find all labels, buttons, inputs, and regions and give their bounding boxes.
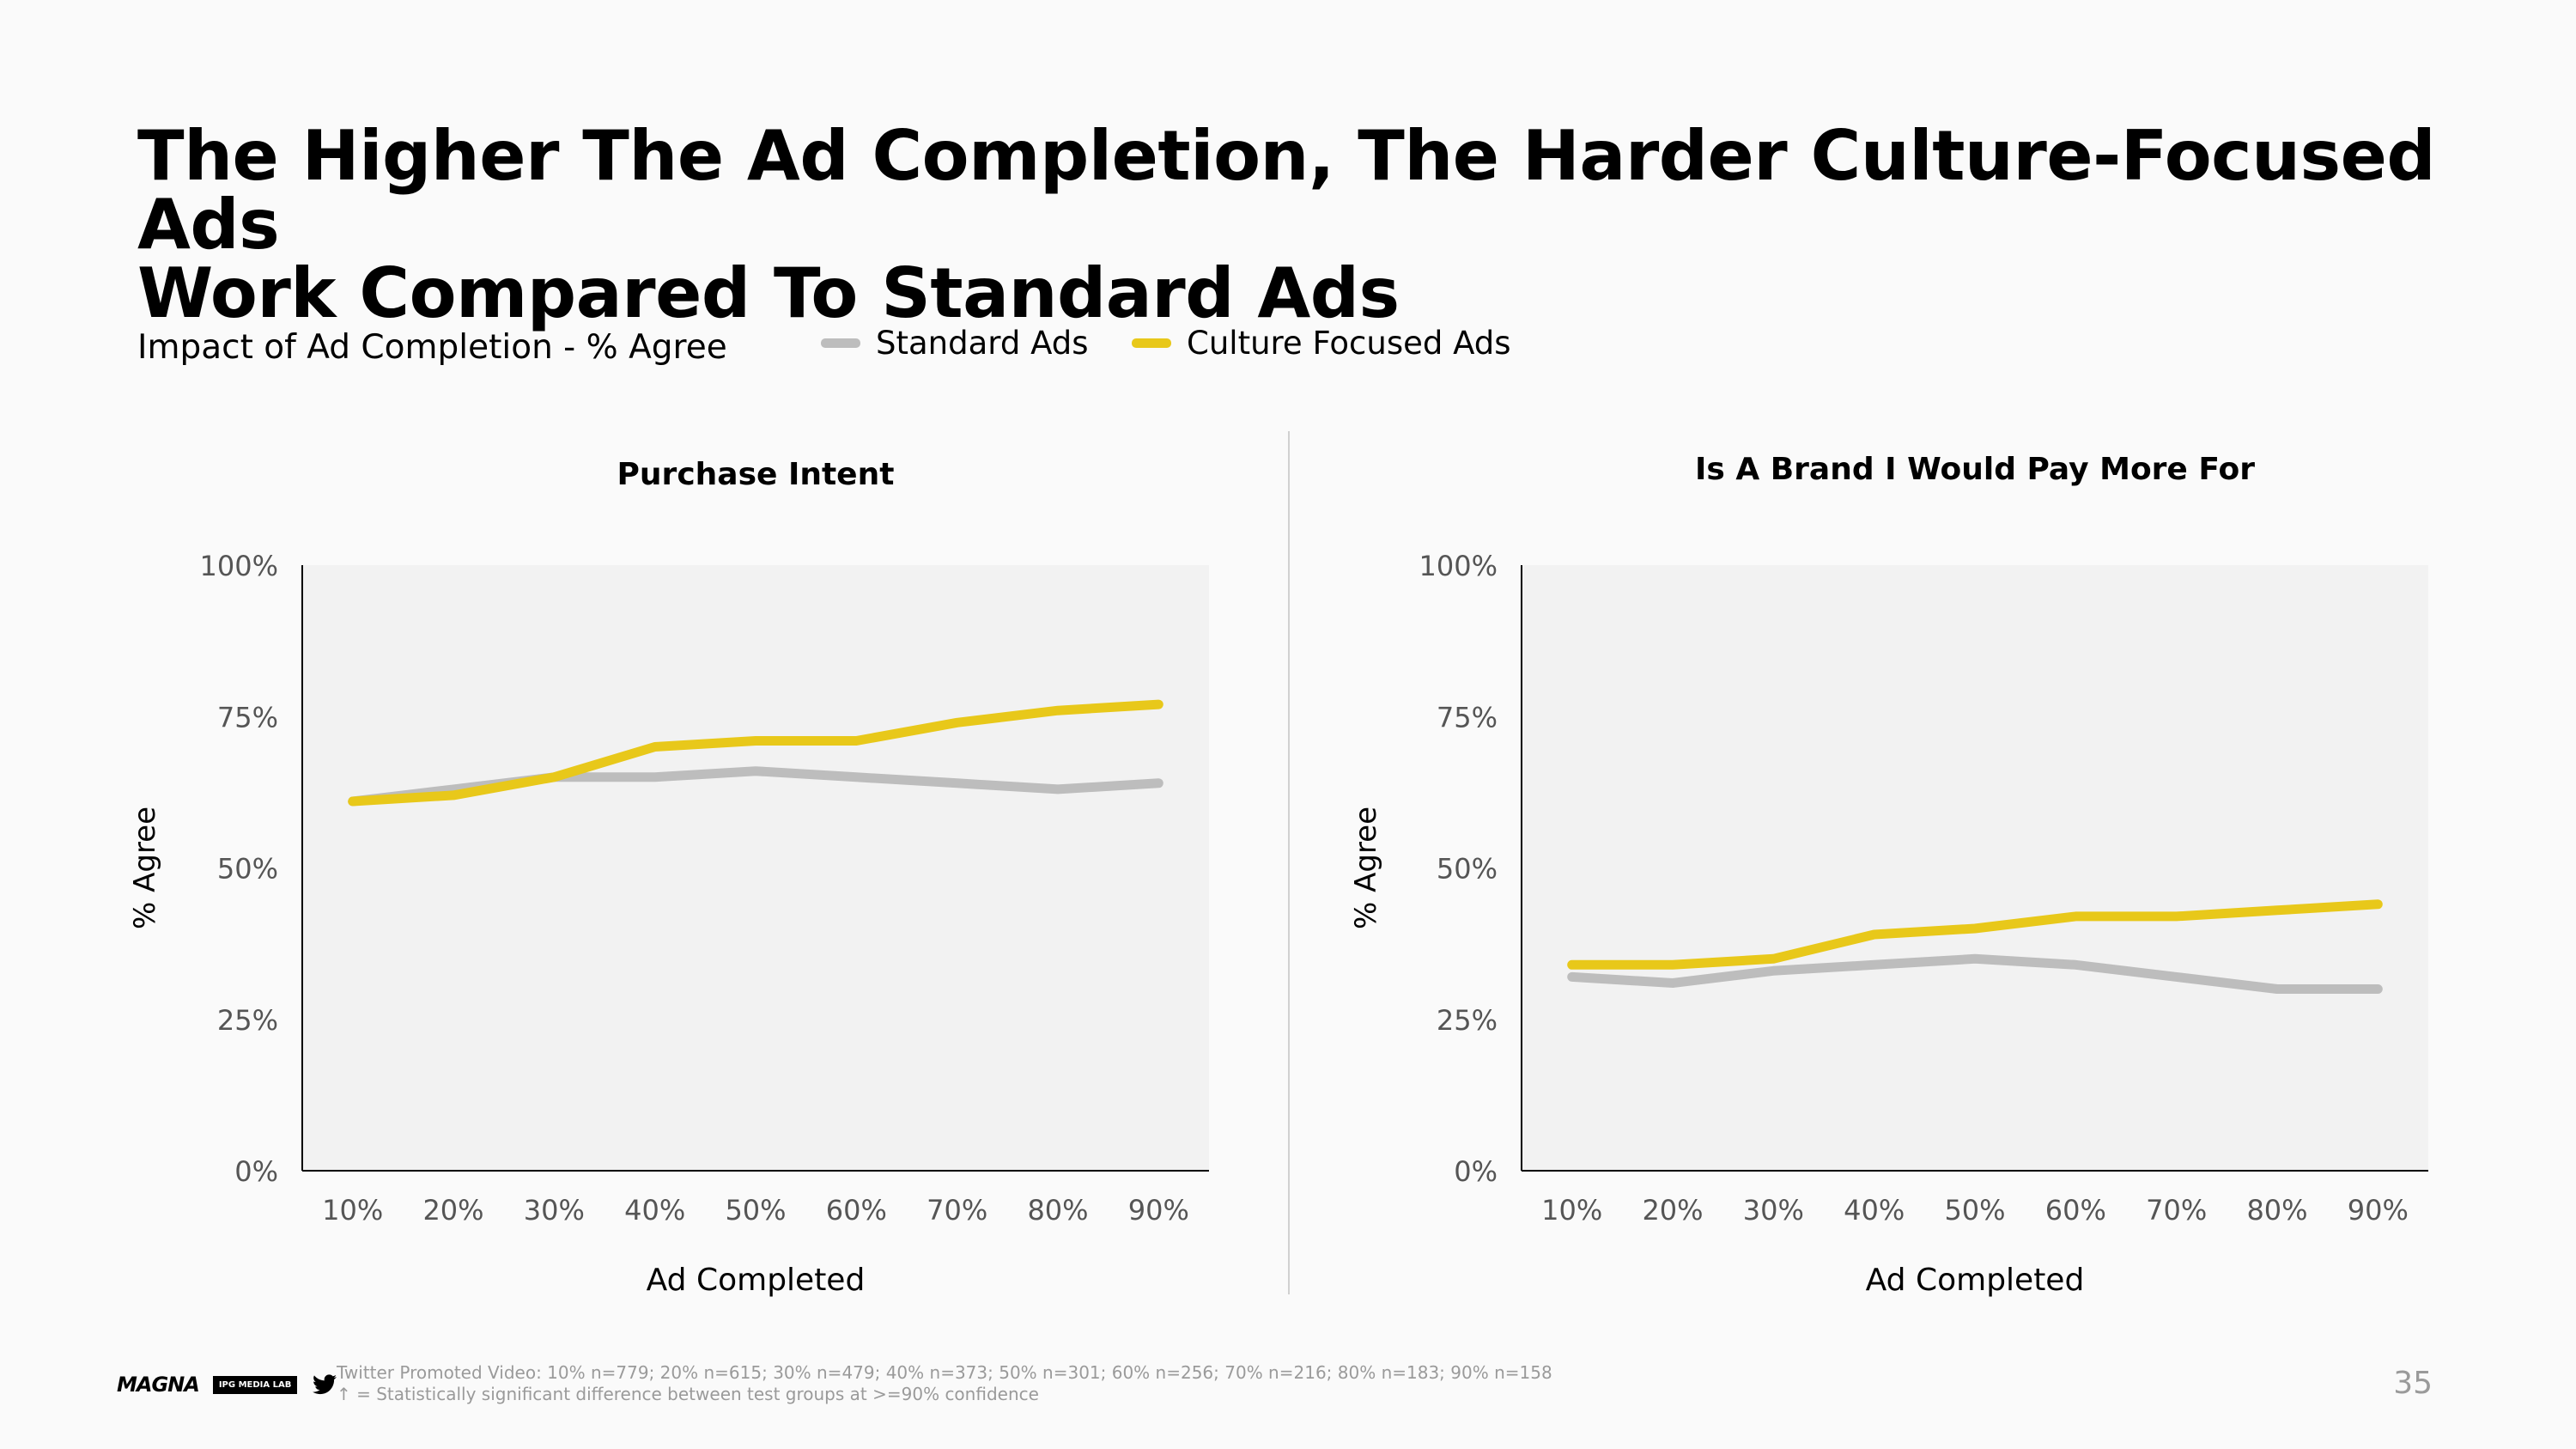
chart-2-x-tick-label: 90% [2348,1194,2409,1227]
subtitle: Impact of Ad Completion - % Agree [137,328,727,367]
footnote-sample-sizes: Twitter Promoted Video: 10% n=779; 20% n… [337,1362,1552,1383]
chart-1-x-tick-label: 60% [826,1194,887,1227]
chart-1-y-tick-label: 100% [200,550,278,582]
chart-1-x-tick-label: 20% [422,1194,483,1227]
page-title: The Higher The Ad Completion, The Harder… [137,122,2576,328]
legend-culture-swatch [1132,338,1171,348]
chart-1-x-tick-label: 70% [927,1194,987,1227]
chart-2-y-tick-label: 100% [1419,550,1498,582]
twitter-icon [313,1374,337,1395]
legend-culture: Culture Focused Ads [1132,325,1511,362]
page-title-line-1: The Higher The Ad Completion, The Harder… [137,116,2436,265]
chart-1-plot-area [302,565,1209,1171]
chart-1-x-axis-label: Ad Completed [647,1263,866,1298]
chart-1-x-tick-label: 30% [524,1194,585,1227]
chart-2-series-standard-ads-line [1567,953,2383,994]
legend-standard-swatch [821,338,860,348]
chart-1-x-tick-label: 40% [624,1194,685,1227]
chart-2-plot-area [1522,565,2428,1171]
chart-1-y-tick-label: 0% [234,1155,278,1188]
chart-2-x-tick-label: 40% [1844,1194,1905,1227]
chart-1-y-axis-label: % Agree [128,807,162,929]
footer-logos: MAGNA IPG MEDIA LAB [117,1373,337,1397]
chart-2-x-tick-label: 20% [1642,1194,1703,1227]
magna-logo: MAGNA [117,1373,200,1397]
page-title-line-2: Work Compared To Standard Ads [137,253,1400,333]
chart-2-x-tick-label: 50% [1944,1194,2005,1227]
chart-1-title: Purchase Intent [617,457,895,492]
chart-2-x-tick-label: 10% [1541,1194,1602,1227]
chart-1-x-tick-label: 80% [1027,1194,1088,1227]
chart-1-series-culture-focused-ads-line [348,699,1163,807]
chart-2-y-tick-label: 50% [1437,853,1498,886]
legend-culture-label: Culture Focused Ads [1187,325,1511,362]
chart-1-y-tick-label: 75% [217,701,278,734]
ipg-media-lab-logo: IPG MEDIA LAB [212,1375,298,1394]
footnote-significance: ↑ = Statistically significant difference… [337,1384,1039,1404]
chart-2-y-tick-label: 75% [1437,701,1498,734]
chart-1-y-tick-label: 25% [217,1004,278,1037]
chart-2-x-tick-label: 70% [2146,1194,2207,1227]
chart-2-title: Is A Brand I Would Pay More For [1695,452,2255,487]
chart-2-y-axis-label: % Agree [1349,807,1383,929]
chart-1-x-tick-label: 10% [322,1194,383,1227]
chart-divider [1288,431,1290,1294]
legend-standard-label: Standard Ads [876,325,1089,362]
chart-1-x-tick-label: 50% [725,1194,786,1227]
legend-standard: Standard Ads [821,325,1089,362]
chart-2-y-tick-label: 25% [1437,1004,1498,1037]
chart-1-x-tick-label: 90% [1128,1194,1189,1227]
chart-2-x-axis-label: Ad Completed [1866,1263,2085,1298]
page-number: 35 [2393,1366,2433,1401]
chart-2-x-tick-label: 80% [2246,1194,2307,1227]
chart-2-x-tick-label: 60% [2045,1194,2106,1227]
chart-2-series-culture-focused-ads-line [1567,899,2383,970]
chart-2-y-tick-label: 0% [1454,1155,1498,1188]
chart-2-x-tick-label: 30% [1743,1194,1804,1227]
chart-1-y-tick-label: 50% [217,853,278,886]
footnote: Twitter Promoted Video: 10% n=779; 20% n… [337,1362,1552,1405]
